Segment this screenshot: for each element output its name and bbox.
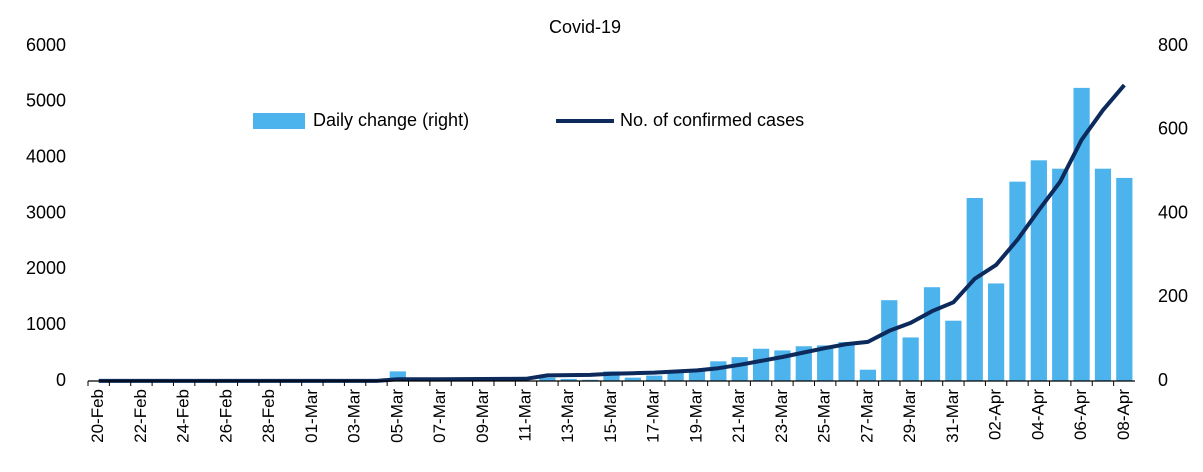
bar — [1095, 169, 1111, 381]
y-tick-label: 1000 — [26, 314, 66, 334]
x-tick-label: 07-Mar — [430, 389, 449, 443]
bar — [667, 373, 683, 381]
x-tick-label: 31-Mar — [943, 389, 962, 443]
y-tick-label: 5000 — [26, 91, 66, 111]
x-tick-label: 27-Mar — [857, 389, 876, 443]
x-tick-label: 28-Feb — [259, 389, 278, 443]
bar — [881, 300, 897, 381]
bar — [838, 342, 854, 381]
x-tick-label: 15-Mar — [601, 389, 620, 443]
x-tick-label: 01-Mar — [302, 389, 321, 443]
legend-label: Daily change (right) — [313, 110, 469, 130]
x-tick-label: 06-Apr — [1071, 389, 1090, 440]
bar — [1052, 169, 1068, 381]
x-tick-label: 13-Mar — [558, 389, 577, 443]
bar — [967, 198, 983, 381]
x-tick-label: 09-Mar — [473, 389, 492, 443]
bar — [710, 361, 726, 381]
bar — [1009, 182, 1025, 381]
y-tick-label: 4000 — [26, 146, 66, 166]
x-tick-label: 26-Feb — [216, 389, 235, 443]
x-tick-label: 29-Mar — [900, 389, 919, 443]
bar — [646, 376, 662, 381]
bar — [988, 283, 1004, 381]
x-tick-label: 22-Feb — [131, 389, 150, 443]
x-tick-label: 03-Mar — [345, 389, 364, 443]
bar — [945, 321, 961, 381]
y-tick-label: 2000 — [26, 258, 66, 278]
bar — [924, 287, 940, 381]
y2-tick-label: 200 — [1158, 286, 1188, 306]
bar — [732, 357, 748, 381]
x-tick-label: 08-Apr — [1114, 389, 1133, 440]
legend-swatch — [253, 113, 305, 129]
bar — [753, 349, 769, 381]
chart: Covid-19 0 1000 2000 3000 4000 5000 6000 0 200 40… — [0, 0, 1203, 472]
bar — [1031, 160, 1047, 381]
x-tick-label: 17-Mar — [644, 389, 663, 443]
bar — [903, 337, 919, 381]
x-tick-label: 24-Feb — [174, 389, 193, 443]
y-tick-label: 6000 — [26, 35, 66, 55]
y2-tick-label: 800 — [1158, 35, 1188, 55]
x-tick-label: 23-Mar — [772, 389, 791, 443]
x-tick-label: 11-Mar — [516, 389, 535, 442]
x-tick-label: 05-Mar — [387, 389, 406, 443]
x-tick-label: 04-Apr — [1028, 389, 1047, 440]
x-tick-label: 21-Mar — [729, 389, 748, 443]
y2-tick-label: 0 — [1158, 370, 1168, 390]
bar — [860, 370, 876, 381]
x-tick-label: 25-Mar — [815, 389, 834, 443]
y-tick-label: 3000 — [26, 202, 66, 222]
y-tick-label: 0 — [56, 370, 66, 390]
chart-title: Covid-19 — [549, 17, 621, 37]
x-tick-label: 19-Mar — [686, 389, 705, 443]
x-tick-label: 20-Feb — [88, 389, 107, 443]
legend-label: No. of confirmed cases — [620, 110, 804, 130]
y2-tick-label: 400 — [1158, 202, 1188, 222]
x-tick-label: 02-Apr — [986, 389, 1005, 440]
bar — [1116, 178, 1132, 381]
y2-tick-label: 600 — [1158, 119, 1188, 139]
